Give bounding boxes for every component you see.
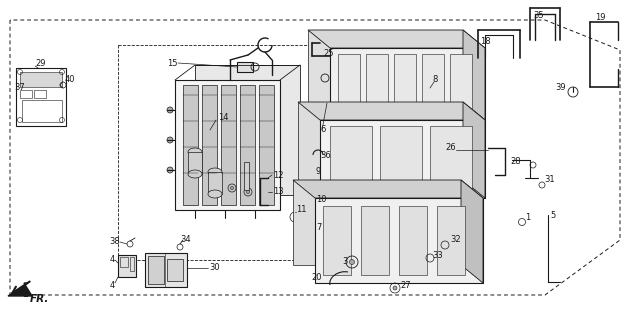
Polygon shape [298, 102, 485, 120]
Bar [399, 206, 427, 275]
Text: 5: 5 [550, 211, 556, 219]
Bar [208, 172, 222, 194]
Text: 8: 8 [432, 75, 437, 85]
Bar [320, 120, 485, 198]
Bar [167, 259, 183, 281]
Circle shape [167, 107, 173, 113]
Text: 38: 38 [109, 238, 120, 246]
Text: 29: 29 [35, 59, 45, 68]
Text: 39: 39 [555, 84, 566, 93]
Bar [202, 85, 217, 205]
Bar [240, 85, 255, 205]
Text: 33: 33 [432, 251, 443, 259]
Bar [188, 152, 202, 174]
Circle shape [393, 286, 397, 290]
Polygon shape [8, 283, 32, 296]
Text: 32: 32 [450, 236, 461, 245]
Text: FR.: FR. [30, 294, 49, 304]
Text: 6: 6 [320, 126, 325, 135]
Bar [244, 162, 249, 190]
Bar [437, 206, 465, 275]
Text: 34: 34 [180, 236, 191, 245]
Ellipse shape [208, 168, 222, 176]
Text: 10: 10 [316, 196, 326, 204]
Bar [221, 85, 236, 205]
Bar [430, 126, 472, 192]
Bar [22, 100, 62, 122]
Text: 9: 9 [316, 168, 321, 176]
Bar [145, 253, 187, 287]
Bar [323, 206, 351, 275]
Circle shape [230, 186, 234, 190]
Bar [118, 45, 408, 260]
Ellipse shape [188, 148, 202, 156]
Circle shape [246, 190, 250, 193]
Text: 28: 28 [510, 157, 520, 167]
Ellipse shape [208, 190, 222, 198]
Text: 30: 30 [209, 264, 220, 273]
Bar [422, 54, 444, 114]
Bar [330, 126, 372, 192]
Bar [148, 256, 164, 284]
Bar [366, 54, 388, 114]
Text: 4: 4 [109, 255, 115, 265]
Text: 3: 3 [342, 258, 348, 266]
Bar [361, 206, 389, 275]
Bar [380, 126, 422, 192]
Polygon shape [308, 30, 485, 48]
Bar [237, 62, 253, 72]
Ellipse shape [188, 170, 202, 178]
Text: 26: 26 [445, 143, 456, 153]
Bar [259, 85, 274, 205]
Bar [308, 30, 463, 102]
Text: 18: 18 [480, 38, 491, 46]
Bar [20, 90, 32, 98]
Text: 1: 1 [525, 213, 531, 223]
Text: 13: 13 [273, 188, 284, 197]
Text: 37: 37 [14, 84, 25, 93]
Text: 35: 35 [533, 10, 543, 19]
Polygon shape [463, 102, 485, 198]
Text: 15: 15 [167, 59, 177, 67]
Bar [338, 54, 360, 114]
Bar [20, 72, 62, 87]
Bar [175, 80, 280, 210]
Text: 14: 14 [218, 114, 228, 122]
Bar [394, 54, 416, 114]
Text: 40: 40 [65, 75, 76, 85]
Text: 36: 36 [320, 150, 331, 160]
Bar [298, 102, 463, 180]
Bar [450, 54, 472, 114]
Circle shape [167, 167, 173, 173]
Bar [195, 65, 300, 195]
Text: 11: 11 [296, 205, 307, 215]
Circle shape [349, 259, 355, 265]
Text: 25: 25 [323, 49, 333, 58]
Bar [183, 85, 198, 205]
Text: 4: 4 [109, 280, 115, 289]
Bar [118, 255, 136, 277]
Bar [330, 48, 485, 120]
Text: 27: 27 [400, 281, 411, 291]
Text: 31: 31 [544, 176, 555, 184]
Bar [16, 68, 66, 126]
Text: 19: 19 [595, 13, 605, 23]
Bar [130, 257, 134, 271]
Bar [293, 180, 461, 265]
Text: 20: 20 [312, 273, 322, 282]
Polygon shape [463, 30, 485, 120]
Circle shape [167, 137, 173, 143]
Text: 7: 7 [316, 224, 321, 232]
Polygon shape [461, 180, 483, 283]
Text: 12: 12 [273, 170, 284, 179]
Bar [315, 198, 483, 283]
Bar [120, 257, 128, 267]
Bar [34, 90, 46, 98]
Polygon shape [293, 180, 483, 198]
